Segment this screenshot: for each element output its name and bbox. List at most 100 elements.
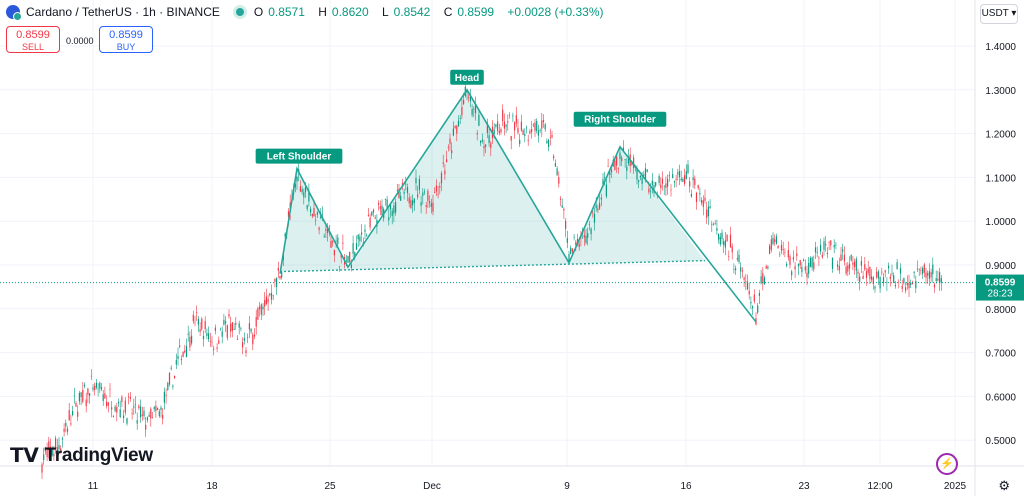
candle-body	[871, 276, 873, 280]
candle-body	[619, 152, 621, 159]
candle-body	[859, 276, 861, 282]
candle-body	[473, 108, 475, 110]
candle-body	[306, 205, 308, 209]
candle-body	[405, 183, 407, 185]
candle-body	[372, 209, 375, 213]
candle-body	[685, 171, 687, 180]
candle-body	[763, 277, 766, 285]
currency-selector[interactable]: USDT ▾	[980, 4, 1018, 24]
candle-body	[774, 239, 776, 242]
candle-body	[746, 281, 749, 290]
candle-body	[723, 241, 725, 246]
candle-body	[449, 138, 451, 144]
candle-body	[497, 121, 499, 132]
candle-body	[925, 272, 927, 278]
candle-body	[689, 181, 691, 187]
candle-body	[650, 191, 652, 193]
candle-body	[366, 235, 368, 237]
candle-body	[648, 188, 650, 193]
candle-body	[738, 254, 740, 263]
candle-body	[313, 207, 315, 217]
candle-body	[600, 197, 602, 200]
candle-body	[138, 405, 140, 409]
candle-body	[616, 155, 618, 166]
candle-body	[172, 385, 174, 387]
candle-body	[107, 402, 109, 406]
candle-body	[427, 190, 429, 201]
candle-body	[167, 382, 169, 390]
candle-body	[112, 416, 114, 417]
candle-body	[823, 241, 825, 250]
candle-body	[536, 120, 538, 131]
candle-body	[165, 394, 167, 396]
candle-body	[735, 268, 737, 271]
candle-body	[675, 178, 677, 180]
price-change: +0.0028 (+0.33%)	[507, 5, 604, 19]
candle-body	[719, 237, 721, 245]
candle-body	[355, 243, 358, 250]
candle-body	[789, 256, 791, 265]
candle-body	[187, 333, 189, 335]
candle-body	[701, 200, 703, 203]
candle-body	[150, 408, 152, 419]
candle-body	[573, 237, 575, 238]
flash-icon[interactable]: ⚡	[936, 453, 958, 475]
candle-body	[308, 191, 310, 202]
candle-body	[468, 97, 470, 98]
candle-body	[673, 181, 675, 183]
candle-body	[709, 206, 711, 209]
symbol-title[interactable]: Cardano / TetherUS · 1h · BINANCE	[26, 5, 220, 19]
candle-body	[323, 235, 325, 237]
candle-body	[882, 277, 885, 284]
candle-body	[337, 237, 339, 245]
candle-body	[415, 178, 417, 184]
candle-body	[707, 206, 709, 217]
candle-body	[665, 183, 667, 189]
candle-body	[869, 266, 871, 280]
candle-body	[140, 406, 142, 418]
candle-body	[68, 410, 70, 421]
candle-body	[294, 183, 296, 188]
candle-body	[269, 293, 271, 296]
candle-body	[129, 396, 131, 399]
candle-body	[201, 318, 203, 330]
candle-body	[894, 284, 896, 287]
candle-body	[493, 129, 495, 134]
candle-body	[95, 382, 97, 388]
candle-body	[559, 198, 562, 200]
candle-body	[622, 147, 624, 151]
candle-body	[697, 185, 699, 189]
buy-button[interactable]: 0.8599 BUY	[99, 26, 153, 53]
candle-body	[49, 446, 52, 448]
candle-body	[418, 179, 420, 190]
candle-body	[818, 257, 820, 259]
candle-body	[440, 173, 443, 184]
candle-body	[898, 281, 900, 283]
candle-body	[539, 129, 541, 131]
candle-body	[828, 242, 830, 243]
candle-body	[401, 183, 403, 185]
candle-body	[920, 270, 922, 271]
candle-body	[593, 213, 596, 223]
candle-body	[206, 333, 208, 336]
candle-body	[400, 195, 402, 201]
candle-body	[704, 197, 706, 201]
candle-body	[877, 271, 879, 279]
sell-button[interactable]: 0.8599 SELL	[6, 26, 60, 53]
candle-body	[621, 157, 623, 162]
gear-icon[interactable]: ⚙	[998, 478, 1010, 493]
candle-body	[213, 348, 215, 350]
candle-body	[748, 290, 750, 295]
candle-body	[678, 170, 681, 178]
candle-body	[361, 232, 363, 235]
candle-body	[820, 244, 822, 252]
candle-body	[855, 258, 857, 271]
candle-body	[388, 217, 390, 221]
candle-body	[311, 213, 313, 217]
candle-body	[770, 239, 772, 250]
candle-body	[712, 223, 715, 225]
candle-body	[175, 360, 177, 365]
candle-body	[777, 245, 779, 249]
candle-body	[830, 240, 832, 246]
